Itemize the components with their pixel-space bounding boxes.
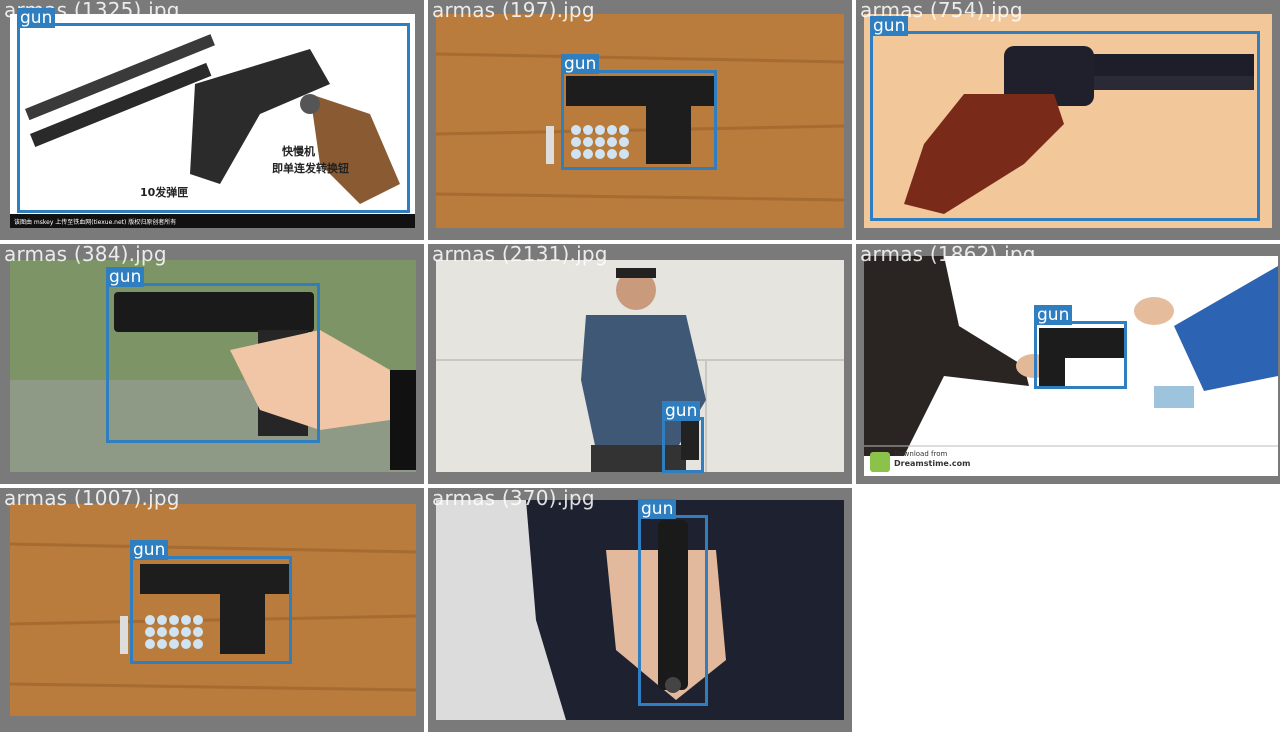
filename-label: armas (370).jpg: [432, 488, 595, 510]
watermark-text: 该图由 mskey 上传至铁血网(tiexue.net) 版权归原创者所有: [14, 219, 177, 226]
bounding-box: [870, 31, 1260, 221]
photo: [864, 14, 1272, 228]
image-tile[interactable]: Download from Dreamstime.com gun armas (…: [856, 244, 1280, 484]
photo: [864, 256, 1278, 476]
bounding-box: [130, 556, 292, 664]
revolver-image: [864, 14, 1272, 228]
annotation-text: 即单连发转换钮: [272, 162, 349, 175]
image-tile[interactable]: gun armas (1007).jpg: [0, 488, 424, 732]
filename-label: armas (384).jpg: [4, 244, 167, 266]
image-tile[interactable]: gun armas (754).jpg: [856, 0, 1280, 240]
image-tile[interactable]: gun armas (2131).jpg: [428, 244, 852, 484]
image-tile[interactable]: 快慢机 即单连发转换钮 10发弹匣 该图由 mskey 上传至铁血网(tiexu…: [0, 0, 424, 240]
watermark-text: Dreamstime.com: [894, 459, 971, 468]
photo: [436, 500, 844, 720]
box-label: gun: [130, 540, 169, 560]
bounding-box: [662, 417, 704, 473]
bounding-box: [638, 515, 708, 706]
bounding-box: [1034, 321, 1127, 389]
image-tile[interactable]: gun armas (370).jpg: [428, 488, 852, 732]
box-label: gun: [17, 8, 56, 28]
bounding-box: [17, 23, 410, 213]
filename-label: armas (2131).jpg: [432, 244, 608, 266]
photo: [10, 504, 416, 716]
pistol-illustration: [10, 34, 415, 228]
annotation-text: 10发弹匣: [140, 186, 189, 199]
filename-label: armas (197).jpg: [432, 0, 595, 22]
watermark-text: Download from: [894, 450, 948, 458]
filename-label: armas (1007).jpg: [4, 488, 180, 510]
box-label: gun: [106, 267, 145, 287]
photo: [10, 260, 416, 472]
pistol-on-table: [436, 14, 844, 228]
annotation-text: 快慢机: [282, 145, 315, 158]
box-label: gun: [870, 16, 909, 36]
photo: [436, 260, 844, 472]
filename-label: armas (1862).jpg: [860, 244, 1036, 266]
person-shooting: [436, 260, 844, 472]
photo: [436, 14, 844, 228]
box-label: gun: [1034, 305, 1073, 325]
hand-with-pistol: [10, 260, 416, 472]
bounding-box: [106, 283, 320, 443]
box-label: gun: [638, 499, 677, 519]
gun-handover-image: [864, 256, 1278, 476]
box-label: gun: [662, 401, 701, 421]
image-tile[interactable]: gun armas (197).jpg: [428, 0, 852, 240]
pistol-on-table: [10, 504, 416, 716]
image-tile[interactable]: gun armas (384).jpg: [0, 244, 424, 484]
box-label: gun: [561, 54, 600, 74]
bounding-box: [561, 70, 717, 170]
photo: [10, 14, 415, 228]
